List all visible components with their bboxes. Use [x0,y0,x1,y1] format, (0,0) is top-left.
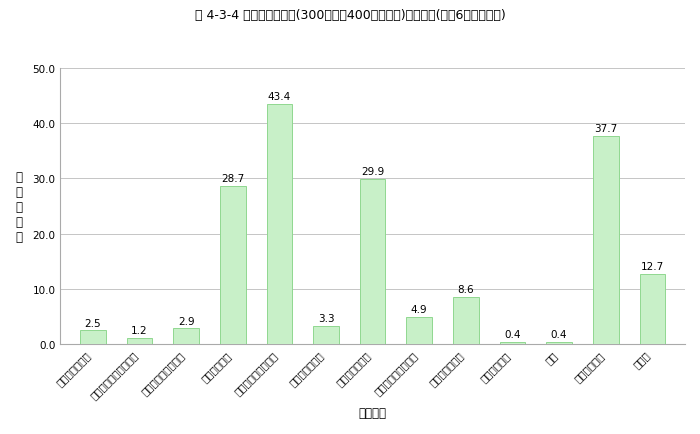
Bar [453,297,479,345]
Text: 28.7: 28.7 [221,174,244,184]
Text: 0.4: 0.4 [504,329,521,339]
Text: 3.3: 3.3 [318,314,335,324]
Bar [593,136,619,345]
Bar [127,338,153,345]
Text: 37.7: 37.7 [594,124,617,134]
Bar [313,326,339,345]
Text: 0.4: 0.4 [551,329,568,339]
Text: 29.9: 29.9 [361,167,384,177]
Bar [220,186,246,345]
Bar [174,329,199,345]
Y-axis label: 割
合
（
％
）: 割 合 （ ％ ） [15,170,22,243]
Bar [80,331,106,345]
Bar [267,105,292,345]
Bar [407,318,432,345]
Text: 4.9: 4.9 [411,305,428,315]
Text: 8.6: 8.6 [458,284,474,294]
Bar [360,180,386,345]
Text: 2.5: 2.5 [85,318,102,328]
Bar [640,274,665,345]
Bar [500,342,525,345]
Text: 2.9: 2.9 [178,316,195,326]
Text: 1.2: 1.2 [131,325,148,335]
Text: 図 4-3-4 延滞理由と年収(300万円～400万円未満)との関係(延滞6ヶ月以上者): 図 4-3-4 延滞理由と年収(300万円～400万円未満)との関係(延滞6ヶ月… [195,9,505,22]
Bar [546,342,572,345]
Text: 43.4: 43.4 [268,92,291,102]
Text: 12.7: 12.7 [640,262,664,272]
X-axis label: 延滞理由: 延滞理由 [358,406,386,419]
